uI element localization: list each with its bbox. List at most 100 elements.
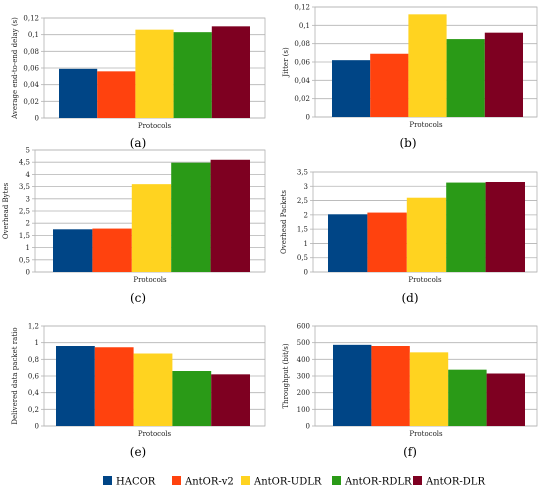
y-tick-label: 0,02 bbox=[294, 95, 310, 103]
y-tick-label: 1 bbox=[26, 244, 30, 252]
bar-antor-v2 bbox=[92, 228, 132, 272]
chart-panel-2: 0 0,02 0,04 0,06 0,08 0,1 0,12 Protocols Jitter … bbox=[282, 4, 538, 150]
y-tick-label: 0 bbox=[306, 114, 310, 122]
chart-panel-1: 0 0,02 0,04 0,06 0,08 0,1 0,12 Protocols Average… bbox=[11, 15, 266, 150]
y-tick-label: 0,1 bbox=[28, 31, 39, 39]
bar-antor-v2 bbox=[370, 53, 409, 117]
y-tick-label: 400 bbox=[297, 356, 310, 364]
y-tick-label: 0,02 bbox=[23, 98, 39, 106]
bar-antor-dlr bbox=[211, 26, 250, 118]
bar-antor-v2 bbox=[94, 347, 134, 426]
bar-antor-rdlr bbox=[446, 39, 485, 118]
panel-label: (c) bbox=[130, 291, 146, 305]
panel-label: (a) bbox=[130, 136, 147, 150]
legend: HACOR AntOR-v2 AntOR-UDLR AntOR-RDLR AntOR-D… bbox=[103, 476, 485, 488]
y-axis-label: Average end-to-end delay (s) bbox=[11, 17, 19, 120]
y-tick-label: 2 bbox=[26, 220, 30, 228]
y-tick-label: 1 bbox=[35, 339, 39, 347]
legend-label-antor-v2: AntOR-v2 bbox=[184, 477, 234, 488]
y-tick-label: 1,2 bbox=[28, 323, 39, 331]
panel-label: (b) bbox=[399, 136, 416, 150]
bar-antor-udlr bbox=[131, 184, 172, 272]
y-tick-label: 2,5 bbox=[297, 197, 308, 205]
y-tick-label: 200 bbox=[297, 389, 310, 397]
y-tick-label: 4 bbox=[26, 171, 31, 179]
chart-panel-4: 0 0,5 1 1,5 2 2,5 3 3,5 Protocols Overhead Packet… bbox=[280, 169, 538, 305]
panel-label: (d) bbox=[401, 291, 418, 305]
y-axis-label: Throughput (bit/s) bbox=[282, 343, 290, 408]
legend-swatch-hacor bbox=[103, 476, 112, 485]
x-axis-label: Protocols bbox=[133, 276, 167, 284]
y-tick-label: 1,5 bbox=[19, 232, 30, 240]
legend-label-antor-rdlr: AntOR-RDLR bbox=[344, 477, 412, 488]
y-tick-label: 0,12 bbox=[23, 15, 39, 23]
bar-antor-rdlr bbox=[172, 371, 212, 426]
y-tick-label: 0,4 bbox=[28, 389, 40, 397]
chart-panel-3: 0 0,5 1 1,5 2 2,5 3 3,5 4 4,5 5 Protocols Overhead B… bbox=[2, 147, 266, 305]
y-tick-label: 0,2 bbox=[28, 406, 39, 414]
y-tick-label: 0,5 bbox=[297, 254, 308, 262]
y-tick-label: 0,12 bbox=[294, 4, 310, 12]
bar-antor-dlr bbox=[484, 32, 523, 117]
bar-antor-rdlr bbox=[171, 162, 211, 272]
y-tick-label: 0,06 bbox=[294, 59, 310, 67]
bar-hacor bbox=[332, 60, 371, 117]
bar-antor-udlr bbox=[408, 14, 447, 117]
bar-hacor bbox=[59, 68, 98, 118]
bar-antor-udlr bbox=[406, 197, 447, 272]
y-tick-label: 4,5 bbox=[19, 159, 30, 167]
y-tick-label: 2 bbox=[304, 211, 308, 219]
y-tick-label: 0 bbox=[26, 269, 30, 277]
chart-panel-6: 0 100 200 300 400 500 600 Protocols Throughput (… bbox=[282, 323, 538, 459]
bar-hacor bbox=[56, 346, 95, 426]
y-tick-label: 3,5 bbox=[297, 169, 308, 177]
x-axis-label: Protocols bbox=[409, 430, 443, 438]
y-tick-label: 2,5 bbox=[19, 208, 30, 216]
y-tick-label: 0,08 bbox=[23, 48, 39, 56]
bar-antor-udlr bbox=[409, 352, 449, 426]
y-tick-label: 3,5 bbox=[19, 183, 30, 191]
y-tick-label: 0 bbox=[35, 115, 39, 123]
chart-panel-5: 0 0,2 0,4 0,6 0,8 1 1,2 Protocols Delivered data… bbox=[11, 323, 266, 459]
legend-label-antor-dlr: AntOR-DLR bbox=[425, 477, 485, 488]
y-tick-label: 0,04 bbox=[23, 81, 39, 89]
panel-label: (e) bbox=[130, 445, 146, 459]
y-axis-label: Overhead Packets bbox=[280, 190, 288, 254]
bar-antor-rdlr bbox=[446, 182, 486, 272]
y-tick-label: 0 bbox=[304, 269, 308, 277]
bar-antor-dlr bbox=[211, 374, 250, 426]
bar-antor-v2 bbox=[367, 212, 407, 272]
bar-antor-rdlr bbox=[173, 32, 212, 118]
legend-swatch-antor-dlr bbox=[413, 476, 422, 485]
y-tick-label: 1 bbox=[304, 240, 308, 248]
bar-antor-rdlr bbox=[448, 369, 487, 426]
bar-antor-udlr bbox=[135, 29, 174, 119]
y-tick-label: 0 bbox=[306, 423, 310, 431]
bar-antor-v2 bbox=[97, 71, 136, 118]
y-axis-label: Delivered data packet ratio bbox=[11, 327, 19, 424]
y-tick-label: 500 bbox=[297, 339, 310, 347]
panel-label: (f) bbox=[403, 445, 417, 459]
y-tick-label: 300 bbox=[297, 373, 310, 381]
y-axis-label: Overhead Bytes bbox=[2, 182, 10, 239]
bar-antor-dlr bbox=[210, 159, 250, 272]
y-tick-label: 0,06 bbox=[23, 65, 39, 73]
bar-hacor bbox=[53, 229, 93, 272]
legend-swatch-antor-v2 bbox=[172, 476, 181, 485]
y-tick-label: 0,04 bbox=[294, 77, 310, 85]
bar-hacor bbox=[333, 344, 372, 426]
x-axis-label: Protocols bbox=[408, 276, 442, 284]
y-tick-label: 0,08 bbox=[294, 40, 310, 48]
y-tick-label: 5 bbox=[26, 147, 30, 155]
y-axis-label: Jitter (s) bbox=[282, 47, 290, 78]
legend-swatch-antor-rdlr bbox=[332, 476, 341, 485]
x-axis-label: Protocols bbox=[409, 121, 443, 129]
y-tick-label: 3 bbox=[26, 195, 30, 203]
bar-antor-udlr bbox=[133, 353, 173, 426]
y-tick-label: 0,6 bbox=[28, 373, 40, 381]
y-tick-label: 0,8 bbox=[28, 356, 39, 364]
y-tick-label: 0,1 bbox=[299, 22, 310, 30]
bar-antor-dlr bbox=[485, 182, 525, 272]
bar-antor-dlr bbox=[486, 373, 525, 426]
